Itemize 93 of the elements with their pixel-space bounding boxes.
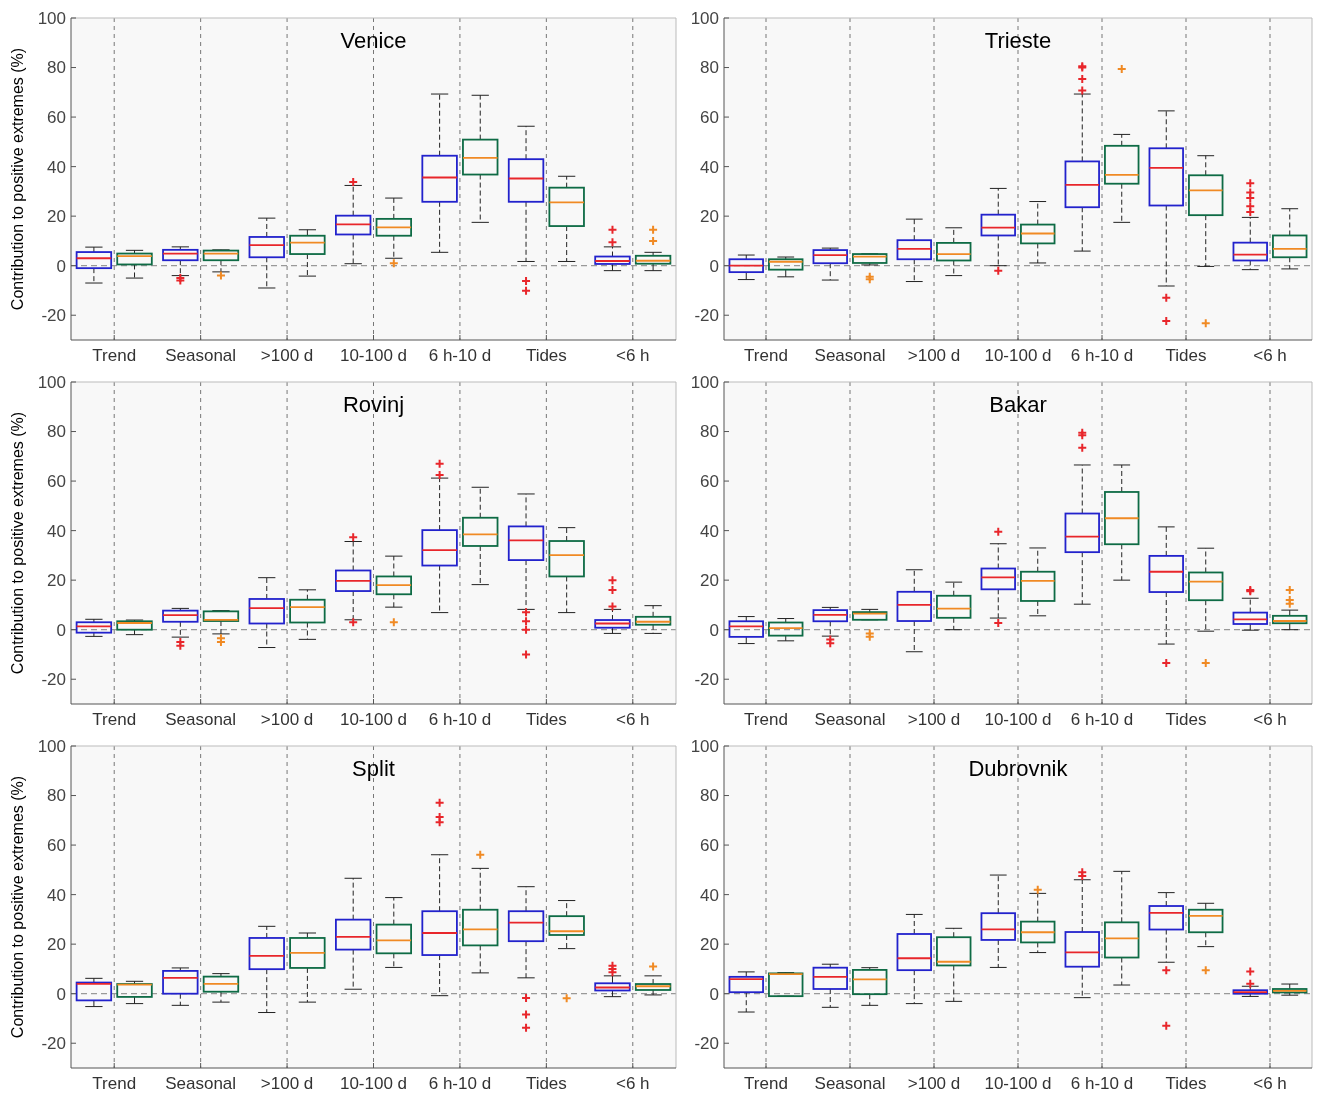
x-tick-label: 6 h-10 d (428, 710, 492, 729)
y-tick-label: 100 (37, 8, 66, 28)
x-tick-label: 6 h-10 d (428, 346, 492, 365)
x-tick-label: Trend (92, 710, 137, 729)
x-tick-label: Seasonal (165, 346, 237, 365)
x-tick-label: Trend (744, 710, 788, 729)
y-tick-label: 20 (47, 935, 66, 955)
x-tick-label: Seasonal (814, 346, 886, 365)
y-tick-label: 0 (709, 984, 719, 1004)
y-tick-label: 100 (690, 8, 719, 28)
x-tick-label: 10-100 d (984, 346, 1052, 365)
y-axis-title: Contribution to positive extremes (%) (9, 411, 26, 675)
y-tick-label: -20 (41, 1034, 66, 1054)
x-tick-label: Trend (92, 1074, 137, 1093)
text: Rovinj (342, 392, 405, 417)
x-tick-label: Trend (92, 346, 137, 365)
y-tick-label: 0 (56, 984, 66, 1004)
x-tick-label: Seasonal (814, 710, 886, 729)
text: Bakar (989, 392, 1047, 417)
x-tick-label: Seasonal (814, 1074, 886, 1093)
y-tick-label: 100 (37, 372, 66, 392)
x-tick-label: >100 d (260, 1074, 314, 1093)
x-tick-label: Tides (525, 1074, 567, 1093)
x-tick-label: <6 h (1253, 710, 1287, 729)
y-tick-label: 20 (47, 571, 66, 591)
text: Dubrovnik (968, 756, 1069, 781)
x-tick-label: Trend (744, 346, 788, 365)
y-tick-label: 0 (56, 620, 66, 640)
x-tick-label: >100 d (260, 346, 314, 365)
y-tick-label: 0 (709, 256, 719, 276)
y-tick-label: 40 (47, 521, 66, 541)
y-tick-label: 20 (700, 935, 719, 955)
text: Trieste (984, 28, 1052, 53)
y-tick-label: 40 (700, 521, 719, 541)
y-tick-label: 100 (690, 372, 719, 392)
text: Split (352, 756, 395, 781)
x-tick-label: 10-100 d (339, 1074, 408, 1093)
y-tick-label: 80 (700, 786, 719, 806)
x-tick-label: Trend (744, 1074, 788, 1093)
y-tick-label: 80 (700, 58, 719, 78)
x-tick-label: <6 h (1253, 1074, 1287, 1093)
y-tick-label: -20 (41, 670, 66, 690)
x-tick-label: 6 h-10 d (1070, 1074, 1134, 1093)
x-tick-label: Seasonal (165, 1074, 237, 1093)
x-tick-label: 6 h-10 d (1070, 710, 1134, 729)
x-tick-label: 10-100 d (984, 710, 1052, 729)
y-tick-label: 60 (47, 108, 66, 128)
y-axis-title: Contribution to positive extremes (%) (9, 47, 26, 311)
y-tick-label: 0 (56, 256, 66, 276)
y-tick-label: 80 (700, 422, 719, 442)
x-tick-label: Tides (1165, 710, 1207, 729)
y-tick-label: 60 (47, 472, 66, 492)
x-tick-label: Tides (525, 710, 567, 729)
y-tick-label: 100 (37, 736, 66, 756)
x-tick-label: >100 d (260, 710, 314, 729)
y-tick-label: 40 (700, 885, 719, 905)
y-tick-label: 80 (47, 786, 66, 806)
y-tick-label: 20 (47, 207, 66, 227)
x-tick-label: Tides (1165, 1074, 1207, 1093)
y-tick-label: 80 (47, 58, 66, 78)
text: Venice (340, 28, 407, 53)
x-tick-label: 10-100 d (339, 710, 408, 729)
x-tick-label: >100 d (907, 346, 961, 365)
y-tick-label: 60 (700, 836, 719, 856)
x-tick-label: 6 h-10 d (1070, 346, 1134, 365)
x-tick-label: >100 d (907, 710, 961, 729)
y-tick-label: 20 (700, 207, 719, 227)
x-tick-label: <6 h (616, 1074, 650, 1093)
x-tick-label: <6 h (1253, 346, 1287, 365)
x-tick-label: >100 d (907, 1074, 961, 1093)
y-tick-label: 0 (709, 620, 719, 640)
y-tick-label: 20 (700, 571, 719, 591)
y-tick-label: 40 (700, 157, 719, 177)
y-tick-label: -20 (41, 306, 66, 326)
y-tick-label: 60 (47, 836, 66, 856)
y-tick-label: 40 (47, 885, 66, 905)
y-tick-label: -20 (694, 670, 719, 690)
x-tick-label: Seasonal (165, 710, 237, 729)
y-tick-label: 60 (700, 108, 719, 128)
x-tick-label: <6 h (616, 346, 650, 365)
x-tick-label: 10-100 d (984, 1074, 1052, 1093)
x-tick-label: Tides (1165, 346, 1207, 365)
y-tick-label: 40 (47, 157, 66, 177)
y-tick-label: 100 (690, 736, 719, 756)
y-tick-label: -20 (694, 1034, 719, 1054)
y-tick-label: -20 (694, 306, 719, 326)
x-tick-label: 6 h-10 d (428, 1074, 492, 1093)
x-tick-label: <6 h (616, 710, 650, 729)
y-axis-title: Contribution to positive extremes (%) (9, 775, 26, 1039)
x-tick-label: 10-100 d (339, 346, 408, 365)
y-tick-label: 60 (700, 472, 719, 492)
y-tick-label: 80 (47, 422, 66, 442)
x-tick-label: Tides (525, 346, 567, 365)
